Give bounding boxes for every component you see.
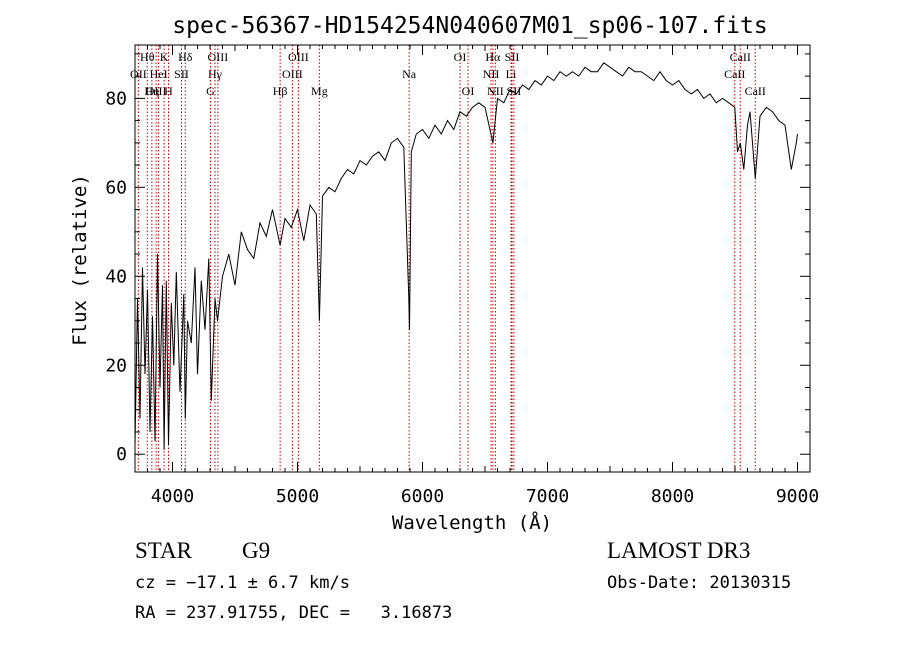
line-marker-label: Mg [311, 84, 328, 98]
redshift-velocity: cz = −17.1 ± 6.7 km/s [135, 573, 350, 593]
x-tick-label: 6000 [401, 486, 444, 507]
spectral-subclass: G9 [242, 538, 271, 563]
line-marker-label: Hγ [208, 67, 223, 81]
line-marker-label: OI [454, 50, 467, 64]
y-axis-label: Flux (relative) [69, 174, 91, 346]
coordinates: RA = 237.91755, DEC = 3.16873 [135, 603, 453, 623]
line-marker-label: OIII [288, 50, 309, 64]
line-marker-label: CaII [724, 67, 745, 81]
line-marker-label: CaII [745, 84, 766, 98]
plot-frame [134, 44, 811, 473]
chart-title: spec-56367-HD154254N040607M01_sp06-107.f… [172, 13, 767, 39]
line-marker-label: SII [174, 67, 189, 81]
line-marker-label: OIII [146, 84, 167, 98]
x-tick-label: 8000 [651, 486, 694, 507]
line-marker-label: Na [402, 67, 417, 81]
line-marker-label: HeI [150, 67, 168, 81]
x-tick-label: 7000 [526, 486, 569, 507]
y-tick-label: 60 [105, 177, 127, 198]
line-marker-label: H [164, 84, 173, 98]
line-marker-label: OIII [208, 50, 229, 64]
x-axis-label: Wavelength (Å) [392, 511, 552, 534]
x-tick-label: 4000 [151, 486, 194, 507]
y-axis: 0 20 40 60 80 [105, 53, 810, 465]
x-tick-label: 5000 [276, 486, 319, 507]
line-marker-label: OII [130, 67, 147, 81]
line-marker-label: Li [506, 67, 517, 81]
object-class: STAR [135, 538, 192, 563]
observation-date: Obs-Date: 20130315 [607, 573, 792, 593]
x-tick-label: 9000 [776, 486, 819, 507]
spectrum-line [134, 62, 798, 450]
line-marker-label: Hθ [140, 50, 155, 64]
line-marker-label: NII [483, 67, 500, 81]
line-marker-label: OI [462, 84, 475, 98]
survey-name: LAMOST DR3 [607, 538, 751, 563]
y-tick-label: 20 [105, 355, 127, 376]
line-marker-label: SII [505, 50, 520, 64]
y-tick-label: 80 [105, 88, 127, 109]
line-marker-label: CaII [730, 50, 751, 64]
y-tick-label: 0 [116, 444, 127, 465]
line-marker-label: G [206, 84, 215, 98]
line-marker-label: OIII [282, 67, 303, 81]
y-tick-label: 40 [105, 266, 127, 287]
x-axis: 4000 5000 6000 7000 8000 9000 [134, 45, 819, 507]
line-marker-label: NII [487, 84, 504, 98]
line-marker-label: K [160, 50, 169, 64]
line-marker-label: Hβ [273, 84, 288, 98]
line-marker-label: Hδ [178, 50, 193, 64]
line-marker-label: Hη [144, 84, 159, 98]
line-marker-label: SII [507, 84, 522, 98]
line-marker-label: Hα [485, 50, 501, 64]
